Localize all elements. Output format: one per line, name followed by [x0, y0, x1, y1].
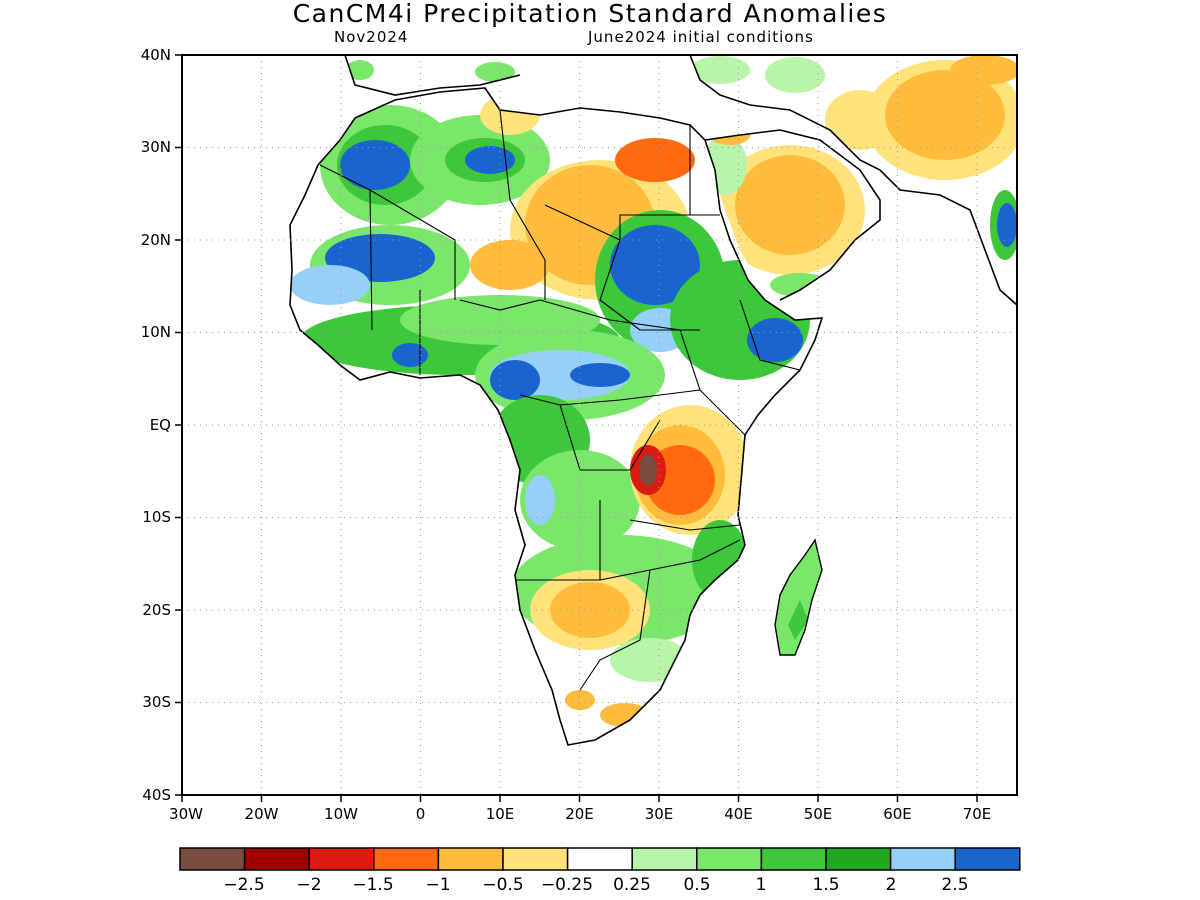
forecast-month: Nov2024: [334, 28, 409, 46]
colorbar-swatch: [696, 847, 763, 871]
colorbar-swatch: [760, 847, 827, 871]
colorbar-label: 1.5: [812, 875, 839, 895]
x-tick-label: 0: [416, 805, 426, 823]
y-tick-label: 20S: [142, 601, 171, 619]
colorbar-label: 1: [756, 875, 767, 895]
colorbar-label: −2.5: [223, 875, 264, 895]
colorbar-label: −0.5: [482, 875, 523, 895]
colorbar: [179, 847, 1021, 871]
colorbar-swatch: [373, 847, 440, 871]
colorbar-label: 2.5: [941, 875, 968, 895]
y-tick-label: 20N: [141, 231, 171, 249]
x-tick-label: 30W: [169, 805, 203, 823]
colorbar-labels: −2.5 −2 −1.5 −1 −0.5 −0.25 0.25 0.5 1 1.…: [223, 875, 968, 895]
colorbar-swatch: [437, 847, 504, 871]
colorbar-swatch: [308, 847, 375, 871]
colorbar-swatch: [566, 847, 633, 871]
y-tick-label: 40S: [142, 786, 171, 804]
colorbar-swatch: [825, 847, 892, 871]
colorbar-swatch: [954, 847, 1021, 871]
x-tick-label: 20W: [245, 805, 279, 823]
colorbar-label: −2: [296, 875, 321, 895]
x-tick-label: 30E: [645, 805, 674, 823]
colorbar-swatch: [243, 847, 310, 871]
y-tick-label: 30N: [141, 138, 171, 156]
coastlines: [289, 54, 1018, 746]
x-tick-label: 60E: [883, 805, 912, 823]
colorbar-label: −1.5: [352, 875, 393, 895]
y-tick-label: EQ: [150, 416, 171, 434]
x-axis: 30W 20W 10W 0 10E 20E 30E 40E 50E 60E 70…: [169, 795, 991, 823]
y-axis: 40N 30N 20N 10N EQ 10S 20S 30S 40S: [141, 46, 182, 804]
colorbar-label: 0.5: [683, 875, 710, 895]
colorbar-swatch: [631, 847, 698, 871]
y-tick-label: 40N: [141, 46, 171, 64]
colorbar-label: −0.25: [541, 875, 593, 895]
x-tick-label: 50E: [804, 805, 833, 823]
initial-conditions: June2024 initial conditions: [588, 28, 814, 46]
country-borders: [319, 109, 801, 691]
x-tick-label: 20E: [565, 805, 594, 823]
x-tick-label: 10W: [324, 805, 358, 823]
y-tick-label: 10S: [142, 508, 171, 526]
colorbar-label: −1: [425, 875, 450, 895]
y-tick-label: 10N: [141, 323, 171, 341]
colorbar-swatch: [889, 847, 956, 871]
colorbar-swatch: [502, 847, 569, 871]
x-tick-label: 70E: [963, 805, 992, 823]
colorbar-label: 2: [886, 875, 897, 895]
x-tick-label: 10E: [486, 805, 515, 823]
x-tick-label: 40E: [724, 805, 753, 823]
colorbar-swatch: [179, 847, 246, 871]
colorbar-label: 0.25: [613, 875, 651, 895]
madagascar: [774, 538, 823, 656]
y-tick-label: 30S: [142, 693, 171, 711]
chart-title: CanCM4i Precipitation Standard Anomalies: [292, 0, 888, 28]
